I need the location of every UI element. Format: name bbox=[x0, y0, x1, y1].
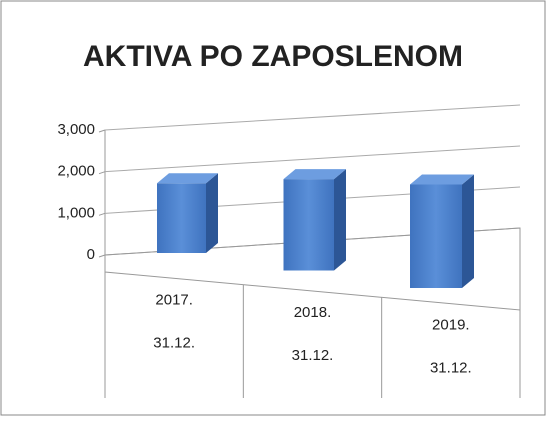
plot: 0 1,000 2,000 3,000 2017. 31.12. 2018. 31.12. 20… bbox=[57, 104, 521, 398]
bar bbox=[157, 183, 206, 253]
bar-top bbox=[283, 169, 346, 180]
y-tick-label: 0 bbox=[87, 246, 95, 263]
y-tick-label: 3,000 bbox=[57, 121, 95, 138]
x-tick-label: 31.12. bbox=[430, 360, 472, 377]
y-tick-label: 1,000 bbox=[57, 204, 95, 221]
bar bbox=[410, 184, 462, 288]
x-tick-label: 31.12. bbox=[153, 334, 195, 351]
bar-side bbox=[334, 169, 346, 271]
bar-top bbox=[410, 174, 474, 185]
x-tick-label: 2017. bbox=[155, 291, 193, 308]
x-tick-label: 31.12. bbox=[292, 347, 334, 364]
grid-line bbox=[98, 212, 106, 216]
y-tick-label: 2,000 bbox=[57, 163, 95, 180]
bar-side bbox=[462, 174, 474, 288]
grid-line bbox=[104, 104, 521, 131]
grid-line bbox=[104, 145, 521, 173]
grid-line bbox=[98, 254, 106, 258]
x-tick-label: 2019. bbox=[432, 317, 470, 334]
chart-title: AKTIVA PO ZAPOSLENOM bbox=[83, 40, 463, 73]
bar bbox=[283, 179, 334, 271]
bar-side bbox=[206, 173, 218, 253]
grid-line bbox=[98, 129, 106, 133]
bar-top bbox=[157, 173, 218, 184]
grid-line bbox=[98, 171, 106, 175]
x-tick-label: 2018. bbox=[294, 304, 332, 321]
